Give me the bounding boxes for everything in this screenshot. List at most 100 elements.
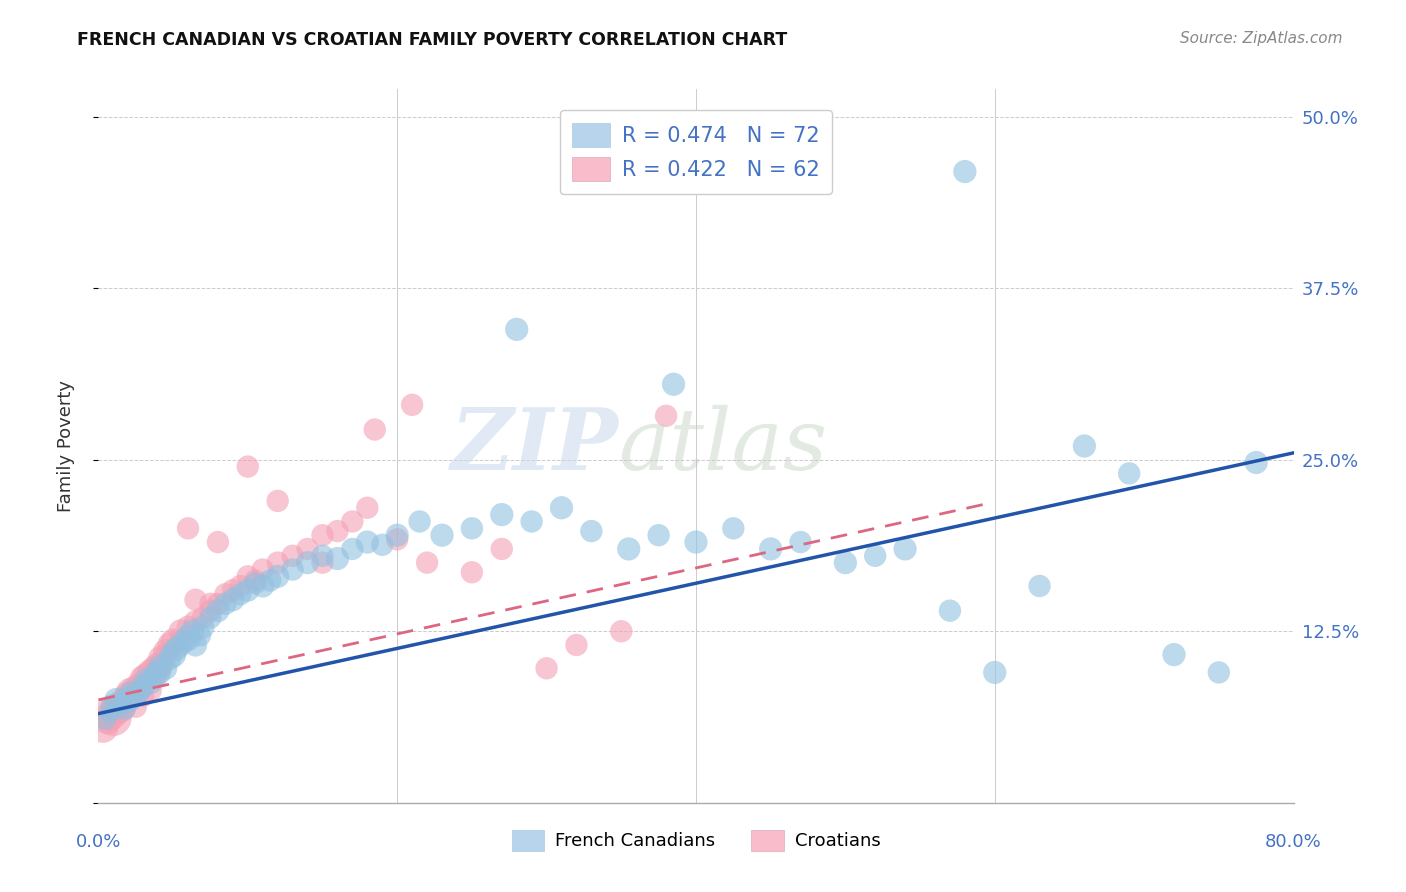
Point [139,683,162,698]
Point [120,686,142,700]
Point [939,604,962,618]
Text: ZIP: ZIP [450,404,619,488]
Point [364,423,387,437]
Point [207,597,229,611]
Point [259,574,281,588]
Point [416,556,439,570]
Point [1244,455,1267,469]
Point [252,562,274,576]
Point [98,706,122,721]
Point [132,689,155,703]
Point [297,556,319,570]
Point [236,583,259,598]
Point [114,702,136,716]
Point [184,638,207,652]
Point [1118,467,1140,481]
Point [91,720,114,734]
Point [155,661,177,675]
Point [132,679,155,693]
Point [236,459,259,474]
Point [98,706,122,721]
Point [177,521,200,535]
Point [461,566,484,580]
Point [267,556,290,570]
Text: 0.0%: 0.0% [76,833,121,851]
Text: FRENCH CANADIAN VS CROATIAN FAMILY POVERTY CORRELATION CHART: FRENCH CANADIAN VS CROATIAN FAMILY POVER… [77,31,787,49]
Point [385,528,409,542]
Point [143,661,166,675]
Point [229,579,252,593]
Point [148,658,170,673]
Point [953,164,976,178]
Point [1028,579,1050,593]
Point [159,638,181,652]
Point [148,665,170,680]
Point [184,592,207,607]
Point [125,689,148,703]
Point [617,541,640,556]
Point [356,535,378,549]
Point [326,524,349,538]
Point [267,569,290,583]
Point [252,579,274,593]
Point [184,615,207,629]
Point [207,604,229,618]
Point [162,648,184,662]
Point [169,633,191,648]
Point [385,533,409,547]
Point [200,610,222,624]
Point [408,515,430,529]
Point [222,592,245,607]
Point [132,673,155,687]
Point [326,551,349,566]
Point [103,711,125,725]
Point [342,541,364,556]
Point [191,610,214,624]
Point [222,583,245,598]
Point [356,500,378,515]
Point [610,624,633,639]
Point [125,699,148,714]
Point [789,535,811,549]
Point [662,377,685,392]
Point [245,574,267,588]
Text: 80.0%: 80.0% [1265,833,1322,851]
Point [894,541,917,556]
Point [214,587,236,601]
Point [177,631,200,645]
Point [281,562,304,576]
Point [200,597,222,611]
Point [506,322,529,336]
Point [148,665,170,680]
Point [105,702,128,716]
Point [865,549,887,563]
Point [169,624,191,639]
Point [120,686,142,700]
Point [281,549,304,563]
Point [984,665,1007,680]
Legend: French Canadians, Croatians: French Canadians, Croatians [505,822,887,858]
Point [342,515,364,529]
Point [129,683,152,698]
Point [139,665,162,680]
Point [214,597,236,611]
Point [655,409,678,423]
Point [311,556,333,570]
Point [565,638,588,652]
Point [103,699,125,714]
Point [181,624,204,639]
Point [150,658,173,673]
Point [105,693,128,707]
Point [1073,439,1095,453]
Point [834,556,856,570]
Point [1163,648,1185,662]
Point [461,521,484,535]
Point [191,620,214,634]
Point [129,679,152,693]
Point [401,398,423,412]
Point [311,528,333,542]
Point [94,714,117,728]
Point [491,508,513,522]
Point [236,569,259,583]
Point [759,541,782,556]
